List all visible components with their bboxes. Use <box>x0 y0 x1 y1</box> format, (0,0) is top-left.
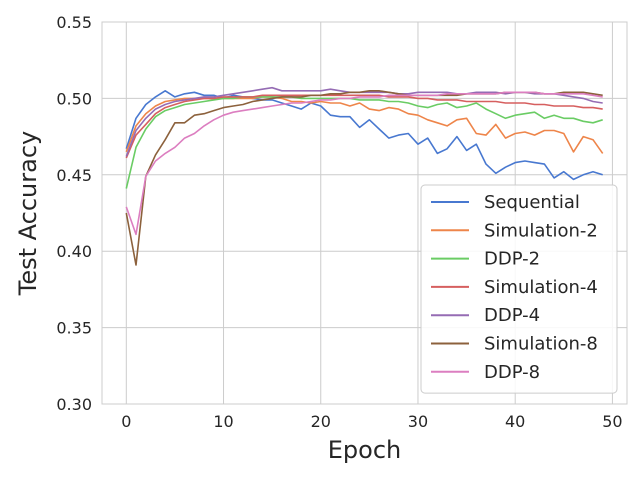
legend-label: Sequential <box>484 192 580 213</box>
series-line-3 <box>125 96 603 189</box>
y-tick-label: 0.40 <box>56 242 92 261</box>
series-layer <box>125 86 604 266</box>
x-tick-label: 50 <box>602 412 622 431</box>
plot-frame <box>101 21 628 405</box>
legend-label: DDP-4 <box>484 305 540 326</box>
legend: Sequential Simulation-2 DDP-2 Simulation-4 D… <box>420 184 618 394</box>
legend-label: DDP-8 <box>484 362 540 383</box>
legend-label: DDP-2 <box>484 249 540 270</box>
legend-label: Simulation-8 <box>484 334 598 355</box>
x-axis-label: Epoch <box>328 436 402 464</box>
x-tick-label: 40 <box>505 412 525 431</box>
y-tick-label: 0.50 <box>56 89 92 108</box>
y-tick-labels: 0.30 0.35 0.40 0.45 0.50 0.55 <box>56 13 92 414</box>
y-tick-label: 0.35 <box>56 319 92 338</box>
x-tick-labels: 0 10 20 30 40 50 <box>121 412 622 431</box>
legend-label: Simulation-4 <box>484 277 598 298</box>
series-line-1 <box>125 90 603 181</box>
x-tick-label: 20 <box>311 412 331 431</box>
x-tick-label: 10 <box>213 412 233 431</box>
legend-box <box>420 184 618 394</box>
series-line-7 <box>125 91 603 236</box>
y-axis-label: Test Accuracy <box>14 131 42 296</box>
grid <box>102 21 627 405</box>
series-line-4 <box>125 94 603 159</box>
y-tick-label: 0.30 <box>56 395 92 414</box>
legend-label: Simulation-2 <box>484 220 598 241</box>
x-tick-label: 0 <box>121 412 131 431</box>
y-tick-label: 0.55 <box>56 13 92 32</box>
y-tick-label: 0.45 <box>56 166 92 185</box>
x-tick-label: 30 <box>408 412 428 431</box>
